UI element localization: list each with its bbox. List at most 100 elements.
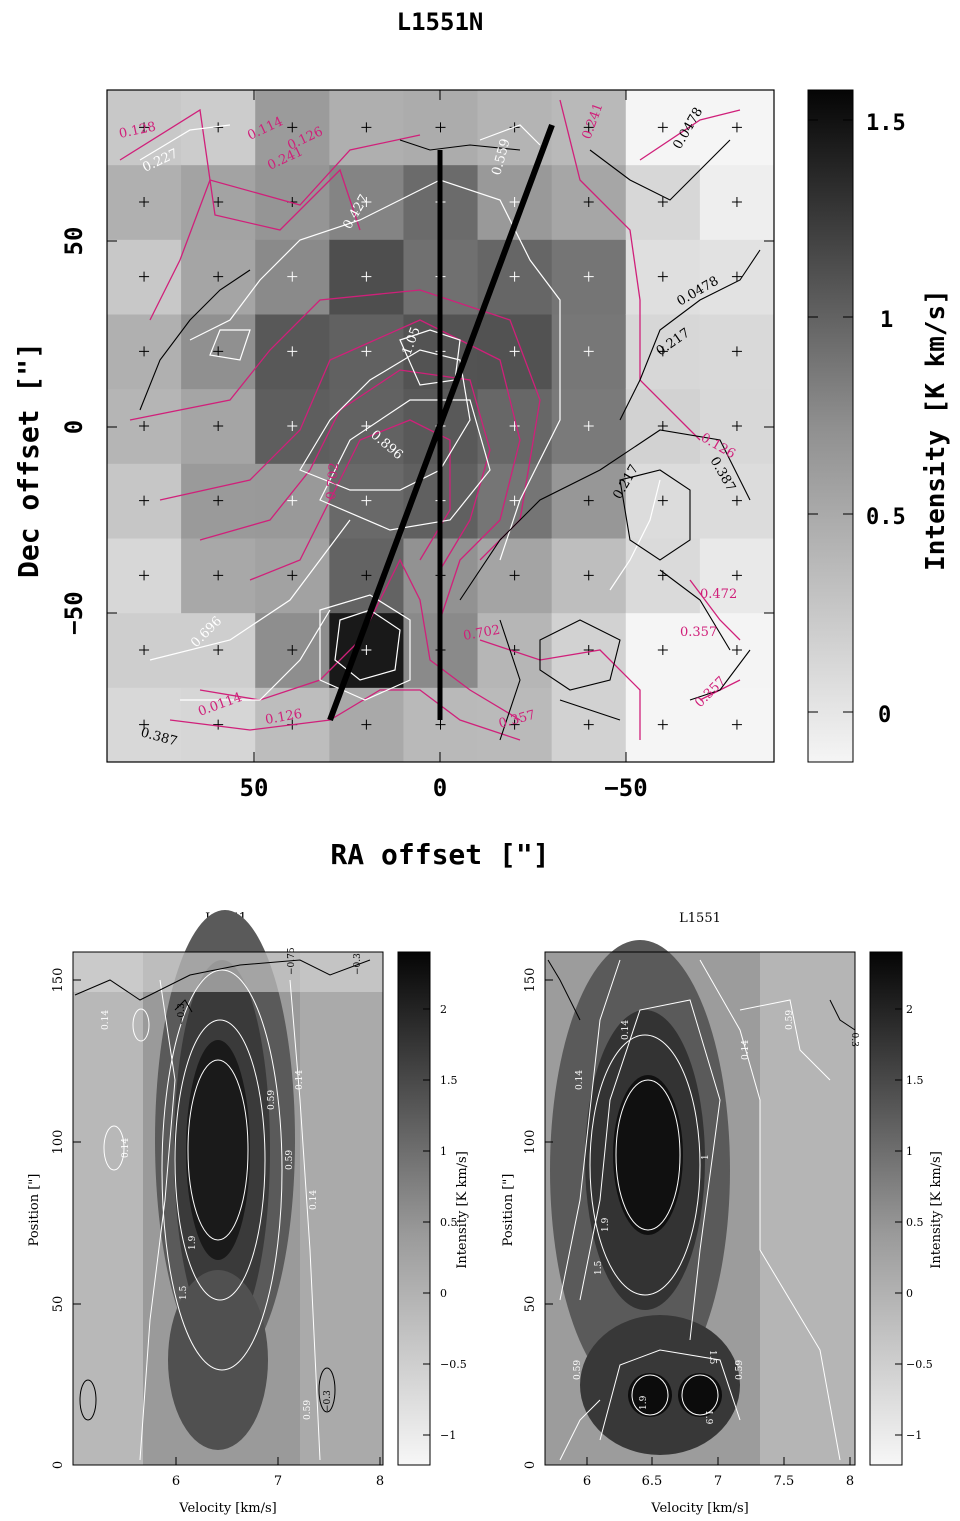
top-black-contours [139,139,761,741]
grid-marker [287,346,298,357]
x-tick-label: 7 [274,1474,282,1489]
grid-marker [657,421,668,431]
grid-marker [657,719,668,730]
contour-label: −0.3 [353,953,363,975]
bl-plot-frame [72,951,384,1466]
x-tick-label: 8 [846,1474,854,1489]
contour-label: 0.14 [575,1070,585,1090]
colorbar-tick-label: 2 [440,1003,447,1016]
grid-marker [361,122,372,133]
colorbar-tick-label: −1 [440,1429,456,1442]
br-black-contours [547,959,856,1031]
contour-label: 0.357 [680,625,717,640]
grid-marker [213,645,224,655]
grid-marker [287,645,298,655]
grid-marker [657,645,668,655]
br-title: L1551 [679,911,721,926]
colorbar-tick-label: −0.5 [440,1358,467,1371]
contour-label: 0.59 [285,1150,295,1170]
x-axis-label: Velocity [km/s] [178,1501,276,1516]
x-axis-label: RA offset ["] [330,838,549,871]
grid-marker [509,421,520,431]
grid-marker [287,421,298,431]
contour-label: 1.5 [707,1350,717,1365]
x-tick-label: −50 [604,774,647,802]
grid-marker [139,197,150,207]
contour-label: 1.9 [188,1235,198,1250]
grid-marker [731,122,742,133]
bl-colorbar [397,951,431,1466]
y-tick-label: 0 [523,1461,538,1469]
contour-label: 0.59 [303,1400,313,1420]
contour-label: 1.5 [179,1285,189,1300]
grid-marker [731,271,742,282]
contour-label: 1.5 [594,1260,604,1275]
contour-label: 1.9 [703,1410,713,1425]
grid-marker [213,197,224,207]
grid-marker [139,346,150,357]
colorbar-tick-label: 1.5 [906,1074,924,1087]
y-tick-label: 50 [523,1296,538,1313]
grid-marker [139,570,150,581]
contour-label: −0.75 [287,947,297,975]
grid-marker [509,197,520,207]
br-colorbar-ticks [895,1008,902,1436]
grid-marker [583,122,594,133]
x-tick-label: 50 [240,774,269,802]
grid-marker [287,495,298,506]
grid-marker [213,719,224,730]
grid-marker [213,421,224,431]
bl-white-contours [103,969,321,1461]
grid-marker [361,346,372,357]
x-tick-label: 7 [714,1474,722,1489]
grid-marker [731,570,742,581]
top-cut-line-diagonal [327,123,555,722]
colorbar-tick-label: −0.5 [906,1358,933,1371]
y-axis-label: Position ["] [501,1174,516,1247]
colorbar-tick-label: 0 [906,1287,913,1300]
colorbar-label: Intensity [K km/s] [921,289,951,571]
grid-marker [361,197,372,207]
grid-marker [361,271,372,282]
top-grid-markers [139,122,742,730]
colorbar-tick-label: 0.5 [866,505,906,530]
top-colorbar [807,89,854,763]
y-tick-label: 50 [60,227,88,256]
grid-marker [657,271,668,282]
grid-marker [583,421,594,431]
grid-marker [657,495,668,506]
contour-label: 0.14 [101,1010,111,1030]
contour-label: 0.59 [573,1360,583,1380]
grid-marker [287,122,298,133]
colorbar-tick-label: 1 [906,1145,913,1158]
br-plot-frame [544,951,856,1466]
y-tick-label: 150 [51,968,66,993]
grid-marker [213,346,224,357]
grid-marker [509,346,520,357]
grid-marker [287,570,298,581]
colorbar-tick-label: 1.5 [440,1074,458,1087]
br-colorbar [869,951,903,1466]
grid-marker [583,346,594,357]
grid-marker [731,197,742,207]
colorbar-tick-label: 1.5 [866,111,906,136]
bl-heatmap [73,910,383,1465]
x-tick-label: 7.5 [774,1474,795,1489]
colorbar-tick-label: −1 [906,1429,922,1442]
bl-axis-ticks [73,979,381,1466]
contour-label: 0.702 [324,462,342,500]
grid-marker [139,495,150,506]
contour-label: 1.9 [639,1395,649,1410]
grid-marker [435,122,446,133]
y-axis-label: Dec offset ["] [12,342,45,578]
top-white-contours [139,124,661,701]
colorbar-tick-label: 0.5 [906,1216,924,1229]
colorbar-tick-label: 1 [440,1145,447,1158]
grid-marker [361,719,372,730]
x-tick-label: 6.5 [642,1474,663,1489]
x-tick-label: 6 [172,1474,180,1489]
colorbar-label: Intensity [K km/s] [929,1151,944,1269]
bl-black-contours [74,959,371,1421]
grid-marker [287,271,298,282]
contour-label: −0.3 [849,1025,859,1047]
